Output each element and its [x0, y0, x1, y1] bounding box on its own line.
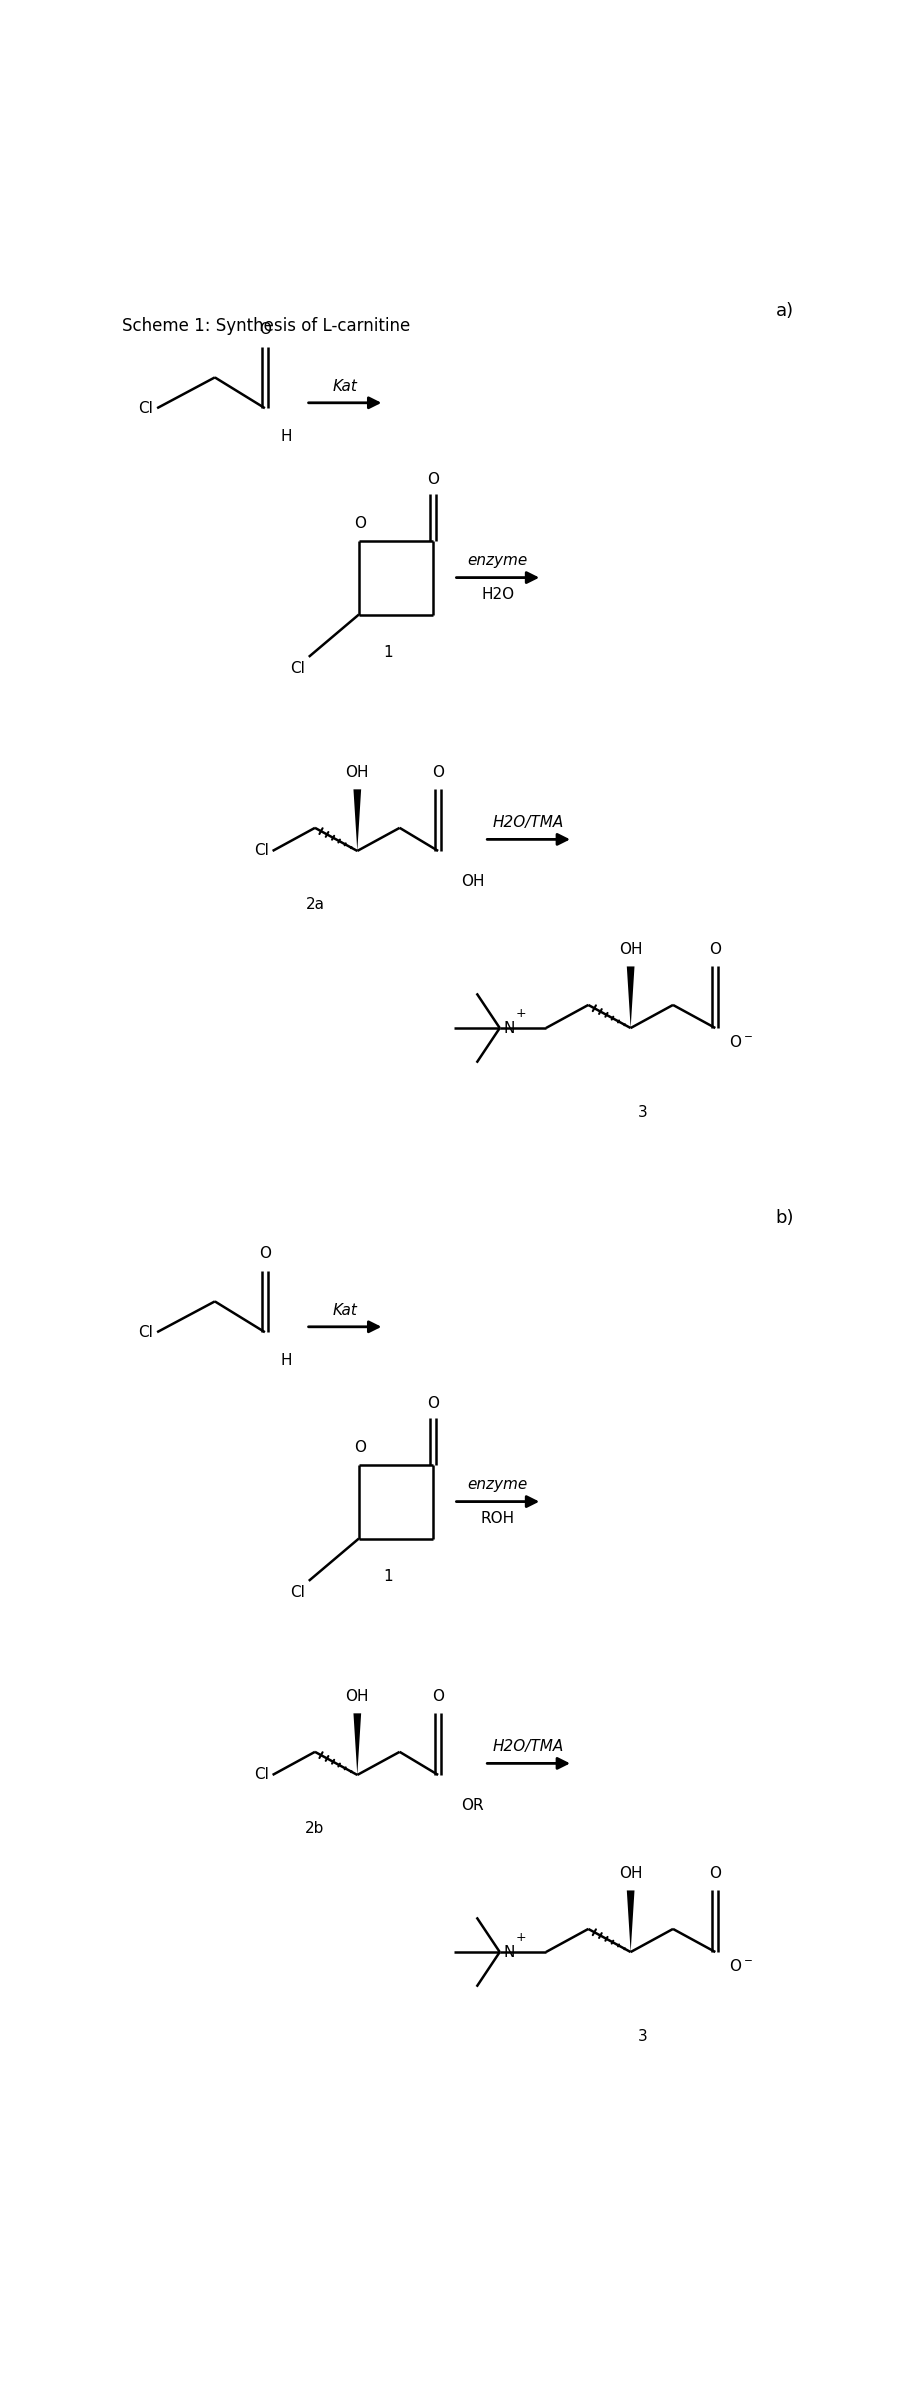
- Text: H2O: H2O: [482, 587, 515, 602]
- Text: O: O: [259, 1247, 271, 1261]
- Text: a): a): [776, 301, 794, 320]
- Text: OR: OR: [461, 1798, 484, 1812]
- Text: N: N: [504, 1945, 515, 1959]
- Text: OH: OH: [461, 874, 485, 888]
- Text: b): b): [776, 1208, 794, 1228]
- Polygon shape: [626, 968, 634, 1028]
- Text: Kat: Kat: [332, 378, 357, 395]
- Text: Cl: Cl: [254, 842, 269, 859]
- Text: 2a: 2a: [305, 898, 325, 912]
- Text: 1: 1: [383, 645, 393, 660]
- Text: H2O/TMA: H2O/TMA: [493, 1740, 564, 1755]
- Text: O: O: [355, 518, 366, 532]
- Text: O: O: [709, 941, 722, 958]
- Text: OH: OH: [346, 765, 369, 780]
- Text: Scheme 1: Synthesis of L-carnitine: Scheme 1: Synthesis of L-carnitine: [122, 318, 410, 335]
- Text: Cl: Cl: [290, 1584, 305, 1601]
- Text: O: O: [432, 765, 445, 780]
- Text: H2O/TMA: H2O/TMA: [493, 816, 564, 830]
- Text: OH: OH: [619, 941, 643, 958]
- Text: OH: OH: [346, 1690, 369, 1704]
- Text: 2b: 2b: [305, 1822, 325, 1837]
- Text: +: +: [515, 1009, 526, 1021]
- Polygon shape: [354, 1714, 361, 1774]
- Polygon shape: [354, 789, 361, 852]
- Text: Cl: Cl: [139, 1324, 153, 1341]
- Text: O: O: [427, 472, 439, 486]
- Polygon shape: [626, 1889, 634, 1952]
- Text: O: O: [355, 1439, 366, 1456]
- Text: H: H: [280, 428, 292, 445]
- Text: H: H: [280, 1353, 292, 1367]
- Text: 1: 1: [383, 1569, 393, 1584]
- Text: +: +: [515, 1930, 526, 1945]
- Text: ROH: ROH: [481, 1512, 515, 1526]
- Text: Cl: Cl: [290, 662, 305, 676]
- Text: 3: 3: [637, 1105, 647, 1119]
- Text: O: O: [432, 1690, 445, 1704]
- Text: O: O: [427, 1396, 439, 1411]
- Text: enzyme: enzyme: [468, 554, 528, 568]
- Text: O: O: [259, 323, 271, 337]
- Text: N: N: [504, 1021, 515, 1035]
- Text: O: O: [709, 1865, 722, 1882]
- Text: O$^-$: O$^-$: [729, 1959, 753, 1974]
- Text: Cl: Cl: [254, 1767, 269, 1784]
- Text: O$^-$: O$^-$: [729, 1035, 753, 1049]
- Text: OH: OH: [619, 1865, 643, 1882]
- Text: enzyme: enzyme: [468, 1478, 528, 1492]
- Text: 3: 3: [637, 2029, 647, 2044]
- Text: Kat: Kat: [332, 1302, 357, 1317]
- Text: Cl: Cl: [139, 400, 153, 416]
